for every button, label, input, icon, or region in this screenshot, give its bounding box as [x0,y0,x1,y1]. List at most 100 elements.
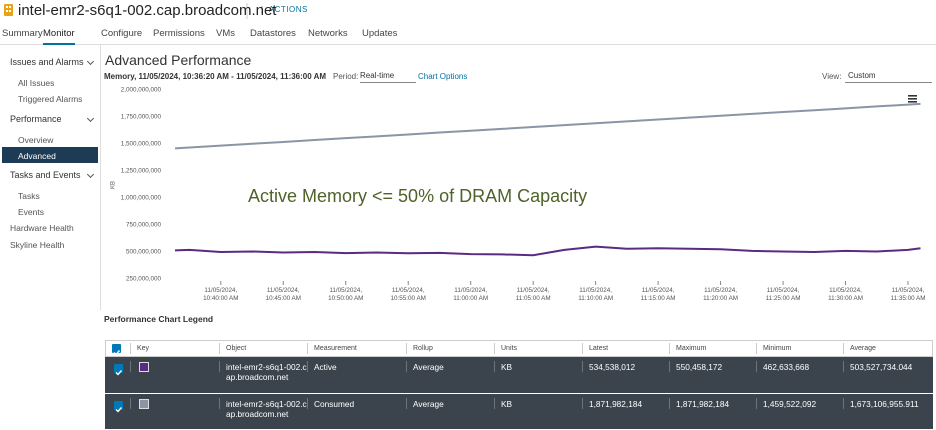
x-tick-label: 11/05/2024, 10:45:00 AM [265,287,301,302]
column-divider [582,343,583,354]
tab[interactable]: VMs [216,28,235,39]
cell-divider [843,361,844,372]
cell-divider [494,398,495,409]
chart: 2,000,000,000 1,750,000,000 1,500,000,000 1… [0,3,936,310]
sidebar-selection [2,147,98,163]
cell-divider [406,398,407,409]
sidebar-section[interactable]: Performance [10,114,62,124]
tab[interactable]: Configure [101,28,143,39]
y-tick-label: 1,000,000,000 [121,195,162,202]
legend-title: Performance Chart Legend [104,314,214,324]
tab[interactable]: Summary [2,28,43,39]
host-icon [4,4,13,16]
y-tick-label: 750,000,000 [126,222,162,229]
table-row [105,357,933,394]
x-tick-label: 11/05/2024, 10:55:00 AM [390,287,426,302]
x-tick-label: 11/05/2024, 10:50:00 AM [328,287,364,302]
key-swatch [139,399,149,409]
cell-divider [307,398,308,409]
cell-divider [843,398,844,409]
table-cell: Average [413,362,444,372]
checkbox[interactable] [114,364,123,376]
sidebar-item[interactable]: All Issues [18,78,55,88]
actions-label[interactable]: ACTIONS [268,5,308,14]
tab[interactable]: Networks [308,28,348,39]
column-divider [494,343,495,354]
checkbox[interactable] [112,344,121,356]
column-divider [843,343,844,354]
sidebar-section[interactable]: Issues and Alarms [10,57,84,67]
y-tick-label: 2,000,000,000 [121,87,162,94]
y-tick-label: 1,750,000,000 [121,114,162,121]
column-header[interactable]: Object [226,345,247,352]
sidebar-item[interactable]: Advanced [18,151,56,161]
tab[interactable]: Updates [362,28,398,39]
actions-button[interactable]: ⋮ ACTIONS [258,5,308,14]
key-swatch [139,362,149,372]
chart-context: Memory, 11/05/2024, 10:36:20 AM - 11/05/… [104,72,327,81]
table-cell: 462,633,668 [763,362,810,372]
cell-divider [406,361,407,372]
cell-divider [219,361,220,372]
period-select[interactable]: Real-time [360,71,416,83]
column-header[interactable]: Key [137,345,150,352]
table-cell: intel-emr2-s6q1-002.cap.broadcom.net [226,362,307,382]
chart-menu[interactable] [908,95,917,103]
sidebar-item[interactable]: Tasks [18,191,40,201]
sidebar-item[interactable]: Events [18,207,44,217]
table-cell: 503,527,734.044 [850,362,913,372]
x-tick-label: 11/05/2024, 11:30:00 AM [828,287,863,302]
cell-divider [130,361,131,372]
column-header[interactable]: Minimum [763,345,792,352]
x-tick-label: 11/05/2024, 11:25:00 AM [765,287,801,302]
table-cell: 1,673,106,955.911 [850,399,919,409]
table-cell: 1,871,982,184 [676,399,730,409]
x-tick-label: 11/05/2024, 10:40:00 AM [203,287,239,302]
view-select[interactable]: Custom [845,71,932,83]
x-tick-label: 11/05/2024, 11:35:00 AM [890,287,926,302]
column-header[interactable]: Maximum [676,345,707,352]
table-cell: 550,458,172 [676,362,723,372]
y-tick-label: 1,500,000,000 [121,141,162,148]
tab[interactable]: Permissions [153,28,205,39]
check-mark [115,370,123,376]
x-tick-label: 11/05/2024, 11:05:00 AM [515,287,551,302]
column-divider [307,343,308,354]
table-cell: 1,871,982,184 [589,399,643,409]
cell-divider [582,361,583,372]
tab[interactable]: Monitor [43,28,75,45]
sidebar-link[interactable]: Hardware Health [10,223,74,233]
cell-divider [582,398,583,409]
y-tick-label: 500,000,000 [126,249,162,256]
chart-options-link[interactable]: Chart Options [418,72,468,81]
y-tick-label: 1,250,000,000 [121,168,162,175]
cell-divider [307,361,308,372]
x-tick-label: 11/05/2024, 11:15:00 AM [640,287,676,302]
column-header[interactable]: Rollup [413,345,433,352]
column-header[interactable]: Latest [589,345,609,352]
period-label: Period: [333,72,359,81]
column-header[interactable]: Measurement [314,345,357,352]
sidebar-section[interactable]: Tasks and Events [10,170,81,180]
table-cell: 1,459,522,092 [763,399,817,409]
sidebar-link[interactable]: Skyline Health [10,240,65,250]
table-header [105,340,933,357]
page-title: Advanced Performance [105,52,252,68]
column-header[interactable]: Average [850,345,876,352]
cell-divider [669,398,670,409]
cell-divider [219,398,220,409]
table-cell: 534,538,012 [589,362,636,372]
column-header[interactable]: Units [501,345,517,352]
y-tick-label: 250,000,000 [126,276,162,283]
tab[interactable]: Datastores [250,28,296,39]
table-cell: Consumed [314,399,355,409]
check-mark [115,407,123,413]
sidebar-item[interactable]: Triggered Alarms [18,94,83,104]
cell-divider [130,398,131,409]
checkbox[interactable] [114,401,123,413]
table-cell: Average [413,399,444,409]
y-axis-title: KB [111,181,117,189]
sidebar-item[interactable]: Overview [18,135,54,145]
view-label: View: [822,72,842,81]
series-line [174,245,921,257]
